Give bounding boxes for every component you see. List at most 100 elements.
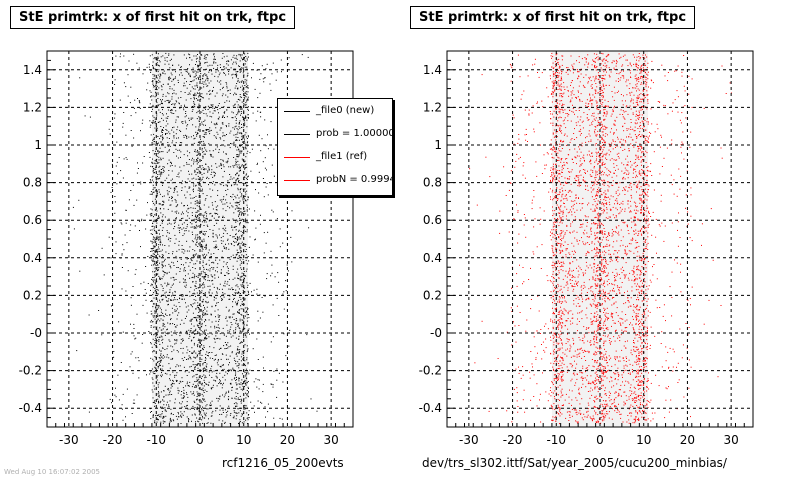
scatter-point xyxy=(200,340,202,342)
scatter-point xyxy=(148,106,150,108)
scatter-point xyxy=(88,411,90,413)
scatter-point xyxy=(256,338,258,340)
scatter-point xyxy=(233,403,235,405)
scatter-point xyxy=(260,401,261,403)
scatter-point xyxy=(234,241,236,243)
scatter-point xyxy=(240,54,242,56)
scatter-point xyxy=(194,104,196,105)
scatter-point xyxy=(233,134,235,136)
scatter-point xyxy=(189,262,191,264)
scatter-point xyxy=(217,105,219,107)
scatter-point xyxy=(187,273,189,275)
scatter-point xyxy=(192,267,194,268)
scatter-point xyxy=(256,288,258,290)
scatter-point xyxy=(223,112,225,114)
scatter-point xyxy=(218,103,220,104)
scatter-point xyxy=(581,301,583,303)
scatter-point xyxy=(168,253,170,254)
scatter-point xyxy=(213,337,215,339)
scatter-point xyxy=(197,380,199,382)
scatter-point xyxy=(162,319,164,321)
scatter-point xyxy=(561,211,563,213)
scatter-point xyxy=(156,286,158,288)
scatter-point xyxy=(155,251,156,253)
scatter-point xyxy=(202,156,204,158)
scatter-point xyxy=(575,397,577,399)
scatter-point xyxy=(228,369,230,371)
scatter-point xyxy=(243,299,245,301)
scatter-point xyxy=(192,254,194,256)
scatter-point xyxy=(152,294,154,296)
scatter-point xyxy=(162,365,164,367)
scatter-point xyxy=(161,113,163,115)
scatter-point xyxy=(601,257,603,259)
scatter-point xyxy=(192,80,194,82)
scatter-point xyxy=(157,318,159,320)
scatter-point xyxy=(558,270,560,272)
scatter-point xyxy=(204,54,206,56)
scatter-point xyxy=(168,63,170,65)
scatter-point xyxy=(575,157,577,159)
scatter-point xyxy=(175,200,177,202)
scatter-point xyxy=(153,228,155,230)
scatter-point xyxy=(140,283,142,285)
scatter-point xyxy=(218,151,220,153)
scatter-point xyxy=(164,421,166,423)
scatter-point xyxy=(212,384,214,386)
scatter-point xyxy=(151,313,153,315)
scatter-point xyxy=(201,141,202,143)
scatter-point xyxy=(620,202,622,204)
scatter-point xyxy=(524,109,526,111)
scatter-point xyxy=(198,311,200,313)
scatter-point xyxy=(603,125,605,127)
scatter-point xyxy=(198,152,200,154)
scatter-point xyxy=(188,163,190,165)
scatter-point xyxy=(246,317,248,319)
scatter-point xyxy=(154,214,156,216)
scatter-point xyxy=(114,117,116,119)
scatter-point xyxy=(168,186,170,188)
scatter-point xyxy=(122,177,124,179)
scatter-point xyxy=(161,131,162,133)
scatter-point xyxy=(154,160,156,162)
scatter-point xyxy=(571,408,573,410)
scatter-point xyxy=(233,177,235,179)
scatter-point xyxy=(238,236,240,238)
scatter-point xyxy=(153,370,155,372)
scatter-point xyxy=(232,289,234,290)
scatter-point xyxy=(613,110,614,112)
scatter-point xyxy=(193,98,195,100)
scatter-point xyxy=(270,383,272,385)
scatter-point xyxy=(153,260,155,262)
scatter-point xyxy=(217,324,219,326)
scatter-point xyxy=(217,309,219,311)
scatter-point xyxy=(236,323,238,325)
scatter-point xyxy=(193,263,195,265)
scatter-point xyxy=(644,214,645,216)
scatter-point xyxy=(575,412,577,414)
scatter-point xyxy=(205,405,207,407)
scatter-point xyxy=(225,248,227,250)
scatter-point xyxy=(152,95,154,97)
scatter-point xyxy=(242,137,244,139)
scatter-point xyxy=(201,240,203,242)
scatter-point xyxy=(218,383,220,384)
scatter-point xyxy=(203,282,204,284)
scatter-point xyxy=(158,79,160,81)
scatter-point xyxy=(225,391,227,393)
scatter-point xyxy=(151,264,153,266)
scatter-point xyxy=(160,407,162,409)
scatter-point xyxy=(609,299,611,301)
scatter-point xyxy=(196,118,198,120)
scatter-point xyxy=(239,99,241,101)
scatter-point xyxy=(193,336,195,338)
scatter-point xyxy=(204,275,206,277)
scatter-point xyxy=(593,271,595,273)
scatter-point xyxy=(162,99,163,101)
scatter-point xyxy=(242,297,244,299)
scatter-point xyxy=(639,202,641,204)
scatter-point xyxy=(197,363,199,365)
scatter-point xyxy=(196,201,198,203)
scatter-point xyxy=(157,289,159,291)
scatter-point xyxy=(247,87,249,89)
